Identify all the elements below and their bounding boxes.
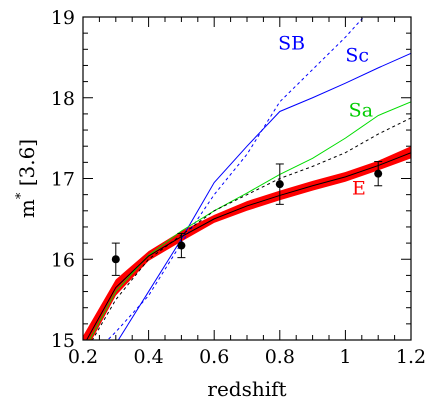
y-axis-title: m* [3.6]: [14, 139, 39, 218]
y-tick-label: 15: [51, 330, 75, 352]
e-center-line: [86, 152, 411, 340]
tick-labels: 0.2 0.4 0.6 0.8 1 1.2 15 16 17 18 19: [51, 7, 426, 368]
data-point: [374, 169, 383, 178]
y-tick-label: 19: [51, 7, 75, 29]
x-tick-label: 0.8: [265, 346, 295, 368]
series-line-sc: [117, 52, 411, 340]
series-line-sb: [106, 17, 365, 340]
x-tick-label: 0.6: [199, 346, 229, 368]
series-line-dotted-3: [91, 117, 411, 340]
y-axis-title-suffix: [3.6]: [15, 139, 39, 186]
x-tick-label: 1: [339, 346, 351, 368]
x-axis-title: redshift: [207, 377, 286, 401]
data-point: [111, 255, 120, 264]
y-axis-title-sup: *: [14, 192, 29, 199]
axes-layer: 0.2 0.4 0.6 0.8 1 1.2 15 16 17 18 19: [51, 7, 426, 368]
x-tick-label: 0.4: [133, 346, 163, 368]
y-axis-title-main: m: [15, 199, 39, 218]
data-point: [177, 241, 186, 250]
y-tick-label: 17: [51, 169, 75, 191]
y-tick-label: 16: [51, 249, 75, 271]
labels-layer: SB Sc Sa E: [278, 32, 373, 199]
series-label-sc: Sc: [345, 44, 369, 66]
points-layer: [111, 161, 383, 276]
x-tick-label: 1.2: [396, 346, 426, 368]
x-tick-label: 0.2: [68, 346, 98, 368]
series-line-sa: [88, 101, 411, 340]
series-label-sa: Sa: [349, 99, 373, 121]
y-tick-label: 18: [51, 88, 75, 110]
data-point: [275, 180, 284, 189]
series-label-e: E: [352, 178, 366, 200]
series-label-sb: SB: [278, 32, 305, 54]
ticks: [82, 16, 412, 341]
